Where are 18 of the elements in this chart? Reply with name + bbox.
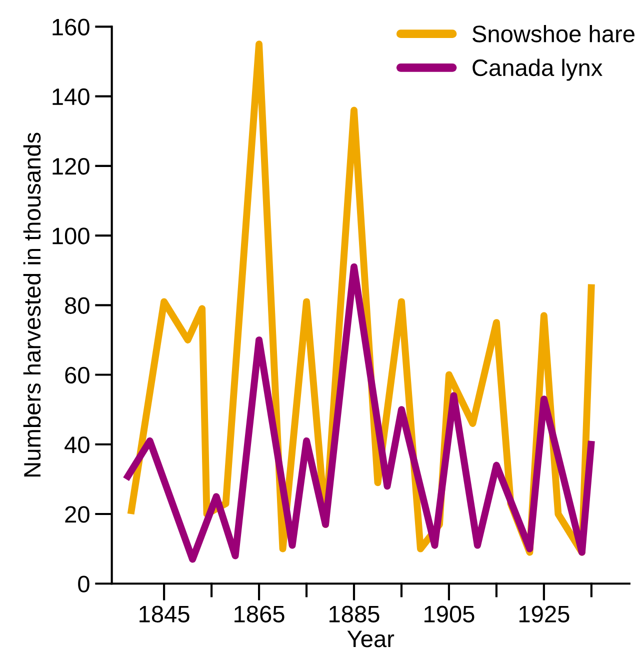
x-tick-label: 1905 — [424, 606, 474, 622]
y-axis-title: Numbers harvested in thousands — [23, 132, 41, 476]
y-tick-label: 20 — [65, 506, 90, 523]
x-tick-label: 1865 — [234, 606, 284, 622]
x-tick-label: 1845 — [140, 606, 190, 622]
y-tick-label: 160 — [52, 18, 90, 36]
y-tick-label: 0 — [78, 576, 90, 592]
y-tick-label: 140 — [52, 88, 90, 106]
x-tick-label: 1885 — [330, 606, 380, 622]
y-tick-label: 80 — [65, 297, 90, 314]
y-tick-label: 40 — [64, 436, 90, 454]
y-tick-label: 120 — [52, 158, 90, 175]
y-tick-label: 100 — [52, 228, 90, 244]
legend-label: Snowshoe hare — [472, 24, 634, 42]
x-tick-label: 1925 — [519, 606, 570, 622]
x-axis-title: Year — [347, 630, 394, 648]
y-tick-label: 60 — [65, 366, 90, 384]
legend-label: Canada lynx — [472, 58, 602, 81]
